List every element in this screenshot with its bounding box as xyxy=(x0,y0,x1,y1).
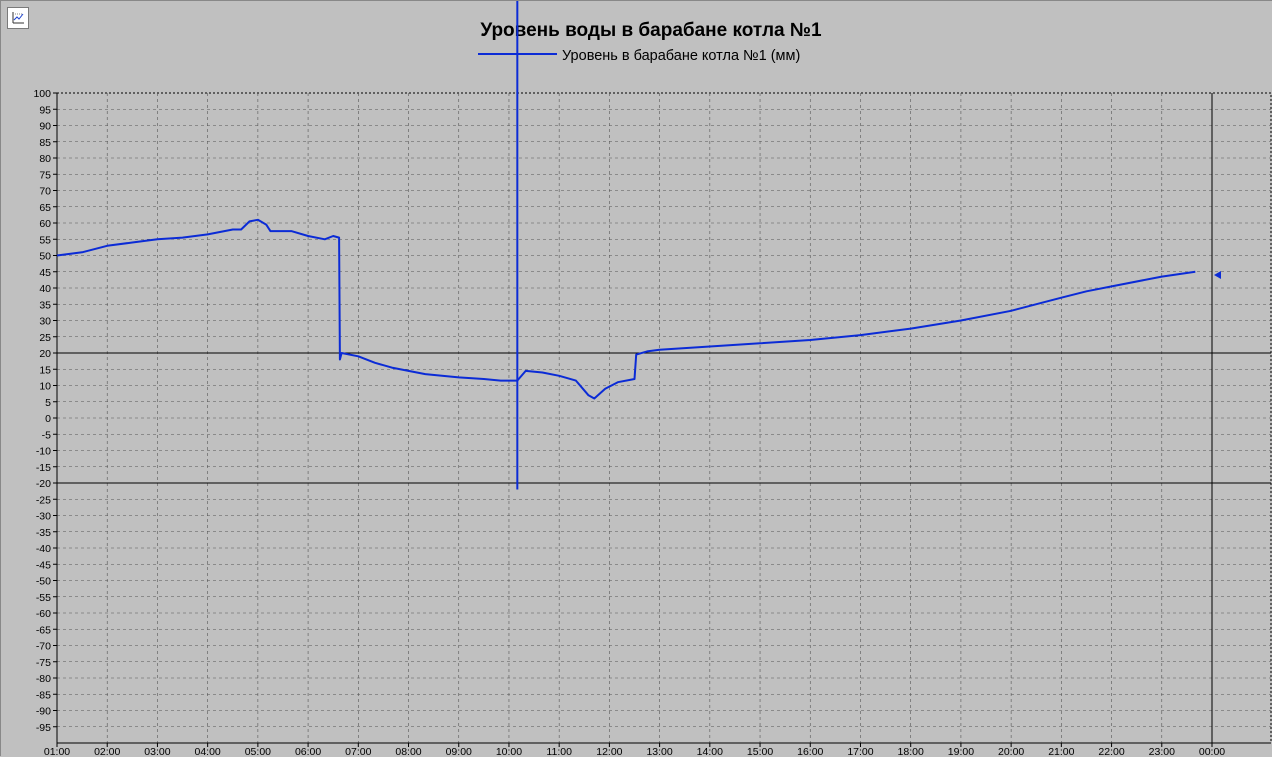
x-tick-label: 12:00 xyxy=(596,746,622,757)
x-tick-label: 16:00 xyxy=(797,746,823,757)
series-line xyxy=(56,218,1196,400)
x-tick-label: 18:00 xyxy=(898,746,924,757)
y-tick-label: -45 xyxy=(36,559,51,571)
x-tick-label: 19:00 xyxy=(948,746,974,757)
y-tick-label: -15 xyxy=(36,462,51,474)
y-tick-label: -95 xyxy=(36,722,51,734)
x-tick-label: 10:00 xyxy=(496,746,522,757)
y-tick-label: 100 xyxy=(33,88,51,100)
y-tick-label: -75 xyxy=(36,657,51,669)
y-tick-label: -85 xyxy=(36,689,51,701)
x-tick-label: 15:00 xyxy=(747,746,773,757)
y-tick-label: -30 xyxy=(36,511,51,523)
y-tick-label: -70 xyxy=(36,641,51,653)
limit-lines xyxy=(57,93,1271,743)
x-tick-label: 00:00 xyxy=(1199,746,1225,757)
y-tick-label: 5 xyxy=(45,397,51,409)
chart-title: Уровень воды в барабане котла №1 xyxy=(480,20,822,41)
legend-label: Уровень в барабане котла №1 (мм) xyxy=(562,48,800,64)
x-tick-label: 03:00 xyxy=(144,746,170,757)
y-tick-label: 85 xyxy=(39,137,51,149)
chart-settings-button[interactable] xyxy=(7,7,29,29)
y-tick-label: 20 xyxy=(39,348,51,360)
x-tick-label: 20:00 xyxy=(998,746,1024,757)
y-tick-label: 65 xyxy=(39,202,51,214)
x-tick-label: 14:00 xyxy=(697,746,723,757)
x-tick-label: 08:00 xyxy=(395,746,421,757)
y-tick-label: 0 xyxy=(45,413,51,425)
y-tick-label: 75 xyxy=(39,169,51,181)
y-tick-label: -20 xyxy=(36,478,51,490)
x-tick-label: 02:00 xyxy=(94,746,120,757)
y-tick-label: -5 xyxy=(42,429,51,441)
x-tick-label: 13:00 xyxy=(646,746,672,757)
y-tick-label: -60 xyxy=(36,608,51,620)
x-tick-label: 04:00 xyxy=(195,746,221,757)
y-tick-label: -35 xyxy=(36,527,51,539)
y-tick-label: 50 xyxy=(39,251,51,263)
x-tick-label: 23:00 xyxy=(1149,746,1175,757)
x-tick-label: 21:00 xyxy=(1048,746,1074,757)
x-tick-label: 07:00 xyxy=(345,746,371,757)
y-tick-label: -40 xyxy=(36,543,51,555)
y-axis: 1009590858075706560555045403530252015105… xyxy=(33,88,58,743)
legend: Уровень в барабане котла №1 (мм) xyxy=(478,48,800,64)
y-tick-label: 30 xyxy=(39,316,51,328)
y-tick-label: 55 xyxy=(39,234,51,246)
series-layer xyxy=(56,1,1221,490)
y-tick-label: 45 xyxy=(39,267,51,279)
x-axis: 01:00 02:00 03:00 04:00 05:00 06:00 07:00 08:00… xyxy=(44,742,1271,757)
end-marker xyxy=(1214,271,1221,279)
y-tick-label: 70 xyxy=(39,186,51,198)
x-tick-label: 22:00 xyxy=(1098,746,1124,757)
chart-settings-icon xyxy=(12,12,24,24)
y-tick-label: -65 xyxy=(36,624,51,636)
x-tick-label: 06:00 xyxy=(295,746,321,757)
x-tick-label: 09:00 xyxy=(446,746,472,757)
y-tick-label: 10 xyxy=(39,381,51,393)
y-tick-label: -80 xyxy=(36,673,51,685)
y-tick-label: 90 xyxy=(39,121,51,133)
x-tick-label: 11:00 xyxy=(546,746,572,757)
y-tick-label: -10 xyxy=(36,446,51,458)
y-tick-label: 15 xyxy=(39,364,51,376)
y-tick-label: -90 xyxy=(36,706,51,718)
y-tick-label: 25 xyxy=(39,332,51,344)
y-tick-label: -25 xyxy=(36,494,51,506)
y-tick-label: 60 xyxy=(39,218,51,230)
x-tick-label: 05:00 xyxy=(245,746,271,757)
y-tick-label: 95 xyxy=(39,104,51,116)
y-tick-label: 80 xyxy=(39,153,51,165)
y-tick-label: 35 xyxy=(39,299,51,311)
y-tick-label: 40 xyxy=(39,283,51,295)
x-tick-label: 01:00 xyxy=(44,746,70,757)
grid xyxy=(57,93,1271,743)
x-tick-label: 17:00 xyxy=(847,746,873,757)
y-tick-label: -50 xyxy=(36,576,51,588)
y-tick-label: -55 xyxy=(36,592,51,604)
